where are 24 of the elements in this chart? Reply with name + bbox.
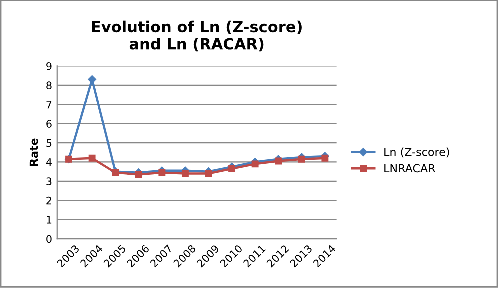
y-tick-label: 3	[46, 178, 52, 186]
point	[228, 165, 236, 172]
y-tick-label: 8	[46, 82, 52, 90]
y-tick-label: 7	[46, 101, 52, 109]
point	[252, 160, 259, 168]
point	[275, 158, 282, 165]
chart-title: Evolution of Ln (Z-score) and Ln (RACAR)	[92, 20, 302, 52]
y-tick-label: 9	[46, 62, 52, 70]
y-tick-label: 6	[46, 120, 52, 128]
point	[135, 171, 142, 178]
point	[88, 154, 96, 162]
y-tick-label: 4	[46, 158, 52, 166]
legend-label: LNRACAR	[384, 164, 436, 173]
point	[322, 154, 329, 162]
y-tick-label: 5	[46, 139, 52, 148]
point	[158, 169, 166, 176]
y-tick-label: 2	[46, 196, 52, 205]
y-tick-label: 0	[46, 235, 52, 244]
point	[205, 170, 212, 178]
point	[298, 156, 306, 163]
y-tick-label: 1	[47, 216, 52, 224]
y-axis-title: Rate	[30, 138, 38, 166]
legend-label: Ln (Z-score)	[384, 148, 450, 158]
point	[182, 170, 189, 178]
